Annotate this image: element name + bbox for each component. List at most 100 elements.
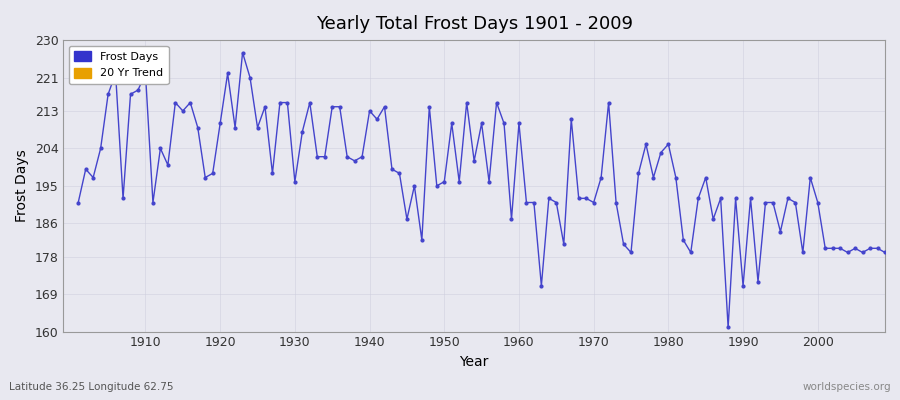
Point [706,216,720,222]
Point [698,174,713,181]
Point [803,174,817,181]
Point [467,158,482,164]
Point [556,241,571,247]
Point [870,245,885,252]
Point [332,104,347,110]
Point [191,124,205,131]
Point [788,199,803,206]
Point [624,249,638,256]
Point [542,195,556,202]
Point [86,174,101,181]
Point [825,245,840,252]
Point [370,116,384,122]
Point [101,91,115,98]
Point [94,145,108,152]
Point [818,245,832,252]
Point [676,237,690,243]
Point [377,104,392,110]
Point [71,199,86,206]
Point [400,216,414,222]
Point [325,104,339,110]
Point [848,245,862,252]
Point [78,166,93,172]
Point [318,154,332,160]
Point [714,195,728,202]
Point [669,174,683,181]
Point [213,120,228,126]
Point [601,99,616,106]
Point [363,108,377,114]
Point [310,154,325,160]
Point [482,178,496,185]
Point [415,237,429,243]
Point [662,141,676,148]
Point [594,174,608,181]
Point [490,99,504,106]
Point [168,99,183,106]
Point [751,278,765,285]
Point [257,104,272,110]
Point [691,195,706,202]
Point [549,199,563,206]
Point [474,120,489,126]
Point [161,162,176,168]
Point [833,245,848,252]
Point [460,99,474,106]
Point [243,74,257,81]
Point [526,199,541,206]
Point [183,99,197,106]
Point [220,70,235,77]
Point [878,249,892,256]
Legend: Frost Days, 20 Yr Trend: Frost Days, 20 Yr Trend [68,46,168,84]
Point [407,183,421,189]
Point [385,166,400,172]
Point [743,195,758,202]
Text: Latitude 36.25 Longitude 62.75: Latitude 36.25 Longitude 62.75 [9,382,174,392]
Point [422,104,436,110]
Point [759,199,773,206]
Point [616,241,631,247]
Point [773,228,788,235]
Point [250,124,265,131]
Point [497,120,511,126]
Point [130,87,145,93]
Point [796,249,810,256]
Title: Yearly Total Frost Days 1901 - 2009: Yearly Total Frost Days 1901 - 2009 [316,15,633,33]
Point [684,249,698,256]
Point [302,99,317,106]
Point [780,195,795,202]
Point [855,249,869,256]
Point [579,195,593,202]
Point [429,183,444,189]
Point [445,120,459,126]
Point [452,178,466,185]
Point [609,199,624,206]
Point [646,174,661,181]
Point [108,70,122,77]
Point [653,149,668,156]
Point [153,145,167,152]
Point [437,178,452,185]
Point [273,99,287,106]
X-axis label: Year: Year [460,355,489,369]
Point [564,116,579,122]
Point [512,120,526,126]
Point [355,154,369,160]
Point [841,249,855,256]
Point [228,124,242,131]
Point [736,282,751,289]
Point [392,170,407,176]
Point [587,199,601,206]
Point [280,99,294,106]
Point [631,170,645,176]
Point [721,324,735,331]
Y-axis label: Frost Days: Frost Days [15,150,29,222]
Point [863,245,878,252]
Point [572,195,586,202]
Point [811,199,825,206]
Point [288,178,302,185]
Text: worldspecies.org: worldspecies.org [803,382,891,392]
Point [266,170,280,176]
Point [519,199,534,206]
Point [205,170,220,176]
